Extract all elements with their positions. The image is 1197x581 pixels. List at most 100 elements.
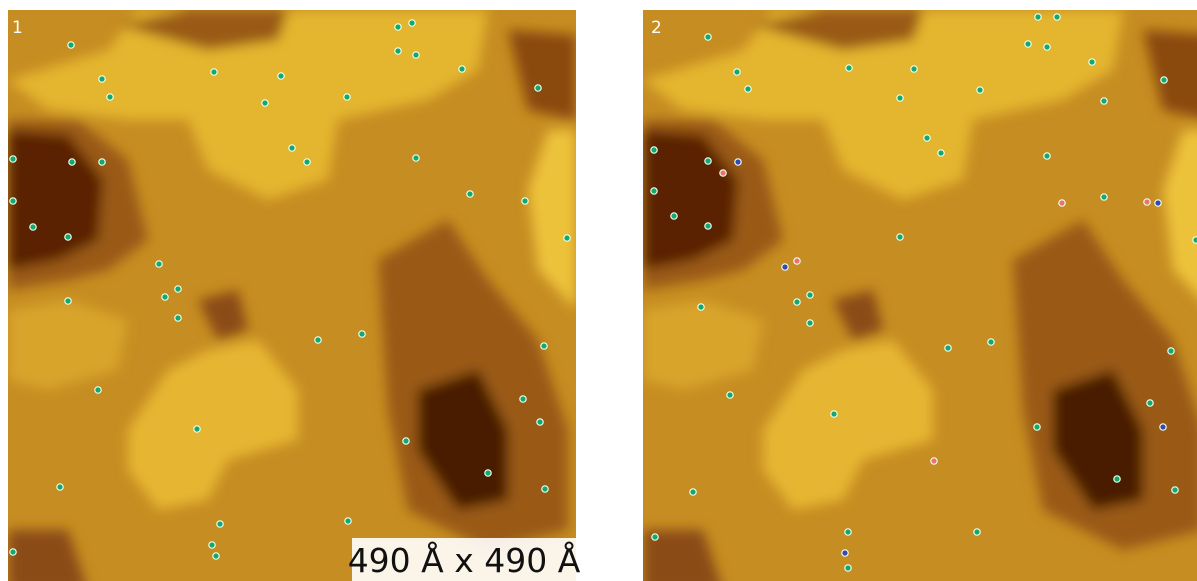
marker	[1059, 200, 1065, 206]
marker	[845, 565, 851, 571]
marker	[988, 339, 994, 345]
marker	[57, 484, 63, 490]
marker	[698, 304, 704, 310]
marker	[1161, 77, 1167, 83]
marker	[705, 223, 711, 229]
marker	[175, 286, 181, 292]
marker	[651, 147, 657, 153]
marker	[99, 159, 105, 165]
marker	[782, 264, 788, 270]
marker	[652, 534, 658, 540]
marker	[209, 542, 215, 548]
marker	[395, 48, 401, 54]
marker	[745, 86, 751, 92]
marker	[542, 486, 548, 492]
marker	[68, 42, 74, 48]
marker	[974, 529, 980, 535]
marker	[344, 94, 350, 100]
marker	[1035, 14, 1041, 20]
marker	[705, 158, 711, 164]
image-panel-1	[0, 0, 608, 581]
marker	[720, 170, 726, 176]
marker	[842, 550, 848, 556]
marker	[945, 345, 951, 351]
marker	[794, 299, 800, 305]
marker	[520, 396, 526, 402]
marker	[1193, 237, 1197, 243]
marker	[1034, 424, 1040, 430]
marker	[278, 73, 284, 79]
marker	[931, 458, 937, 464]
marker	[1160, 424, 1166, 430]
marker	[705, 34, 711, 40]
marker	[304, 159, 310, 165]
marker	[897, 95, 903, 101]
marker	[459, 66, 465, 72]
marker	[211, 69, 217, 75]
marker	[315, 337, 321, 343]
panel-label: 2	[651, 18, 662, 38]
marker	[807, 320, 813, 326]
marker	[924, 135, 930, 141]
marker	[1044, 153, 1050, 159]
figure: 1 2 490 Å x 490 Å	[0, 0, 1197, 581]
marker	[194, 426, 200, 432]
marker	[409, 20, 415, 26]
marker	[10, 549, 16, 555]
marker	[690, 489, 696, 495]
marker	[1101, 98, 1107, 104]
marker	[1054, 14, 1060, 20]
marker	[522, 198, 528, 204]
marker	[651, 188, 657, 194]
marker	[65, 298, 71, 304]
marker	[1168, 348, 1174, 354]
marker	[10, 156, 16, 162]
marker	[175, 315, 181, 321]
scale-label: 490 Å x 490 Å	[348, 540, 581, 580]
marker	[1147, 400, 1153, 406]
marker	[69, 159, 75, 165]
marker	[537, 419, 543, 425]
marker	[1172, 487, 1178, 493]
image-panel-2	[623, 0, 1197, 581]
marker	[535, 85, 541, 91]
marker	[213, 553, 219, 559]
marker	[807, 292, 813, 298]
marker	[846, 65, 852, 71]
marker	[485, 470, 491, 476]
marker	[65, 234, 71, 240]
marker	[845, 529, 851, 535]
marker	[794, 258, 800, 264]
marker	[938, 150, 944, 156]
marker	[727, 392, 733, 398]
marker	[467, 191, 473, 197]
marker	[1114, 476, 1120, 482]
marker	[541, 343, 547, 349]
marker	[1044, 44, 1050, 50]
marker	[671, 213, 677, 219]
marker	[30, 224, 36, 230]
marker	[977, 87, 983, 93]
marker	[289, 145, 295, 151]
marker	[345, 518, 351, 524]
marker	[734, 69, 740, 75]
marker	[1155, 200, 1161, 206]
marker	[395, 24, 401, 30]
marker	[95, 387, 101, 393]
marker	[1144, 199, 1150, 205]
marker	[262, 100, 268, 106]
marker	[897, 234, 903, 240]
marker	[107, 94, 113, 100]
marker	[99, 76, 105, 82]
marker	[413, 155, 419, 161]
marker	[156, 261, 162, 267]
marker	[403, 438, 409, 444]
marker	[413, 52, 419, 58]
marker	[735, 159, 741, 165]
marker	[217, 521, 223, 527]
marker	[10, 198, 16, 204]
marker	[359, 331, 365, 337]
marker	[1025, 41, 1031, 47]
marker	[564, 235, 570, 241]
marker	[911, 66, 917, 72]
